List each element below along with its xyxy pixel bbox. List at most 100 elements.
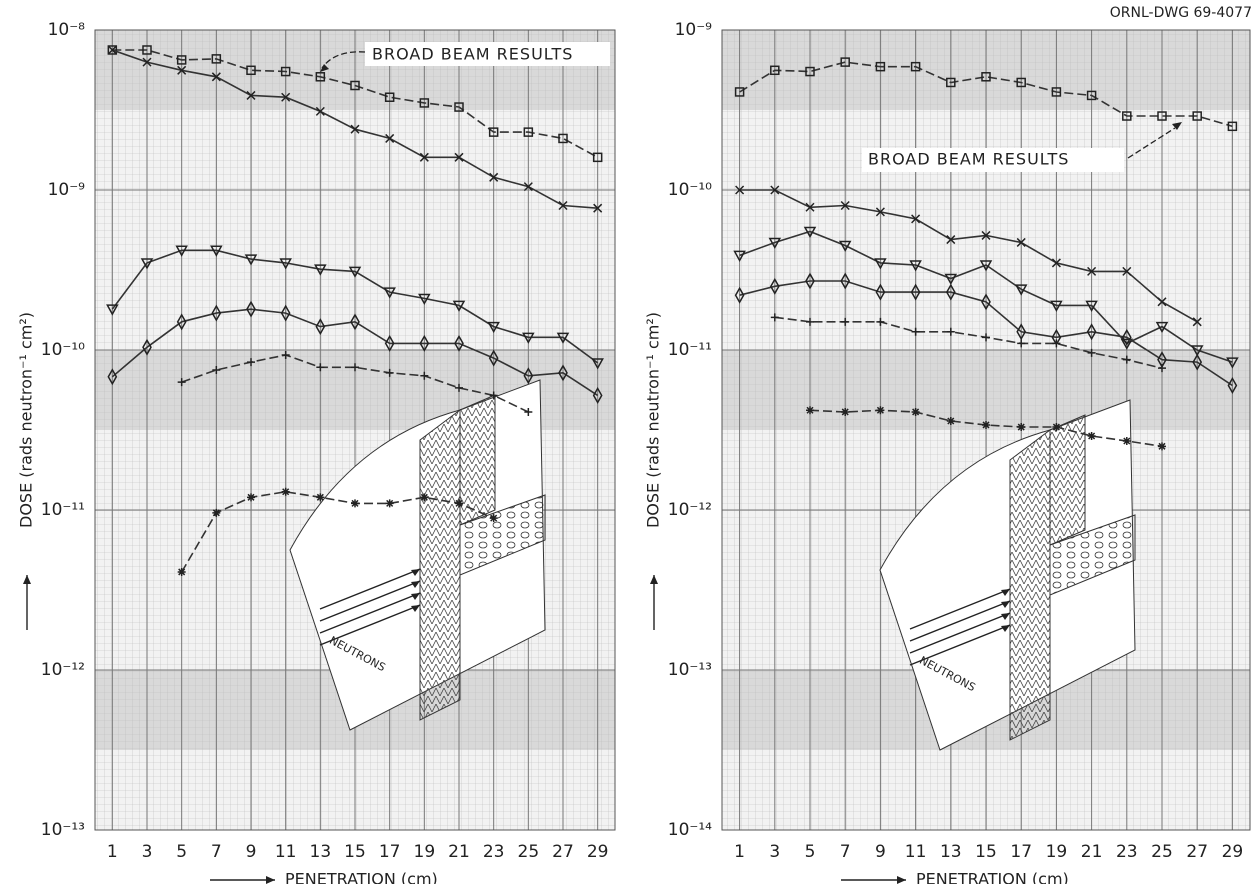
y-axis-label: DOSE (rads neutron⁻¹ cm²) <box>644 312 663 528</box>
x-tick-label: 29 <box>587 842 609 862</box>
marker-diamond <box>246 300 256 318</box>
y-tick-label: 10⁻¹⁰ <box>668 180 712 200</box>
annotation-arrowhead <box>320 64 329 72</box>
marker-plus <box>1052 339 1061 348</box>
marker-plus <box>1017 339 1026 348</box>
marker-plus <box>351 363 359 372</box>
marker-x <box>593 203 603 213</box>
inset-wall <box>1009 429 1051 741</box>
marker-diamond <box>805 272 815 290</box>
marker-x <box>946 235 956 245</box>
marker-asterisk <box>876 406 885 415</box>
marker-square <box>734 87 745 97</box>
series-line <box>181 354 529 413</box>
x-tick-label: 17 <box>379 842 401 862</box>
marker-asterisk <box>1158 442 1166 451</box>
marker-triangle <box>244 254 258 266</box>
x-tick-label: 25 <box>1151 842 1173 862</box>
marker-diamond <box>315 318 326 336</box>
y-tick-label: 10⁻⁹ <box>48 180 86 200</box>
y-tick-label: 10⁻⁹ <box>675 20 713 40</box>
marker-x <box>177 65 187 75</box>
series-line <box>112 49 599 159</box>
inset-wall-back <box>459 394 496 526</box>
marker-diamond <box>488 349 499 367</box>
marker-plus <box>806 317 814 326</box>
marker-diamond <box>523 367 534 385</box>
x-tick-label: 11 <box>275 842 297 862</box>
x-tick-label: 7 <box>211 842 222 862</box>
marker-triangle <box>210 245 223 257</box>
series-line <box>739 230 1233 363</box>
marker-asterisk <box>177 567 186 576</box>
marker-x <box>1087 266 1097 276</box>
marker-plus <box>177 378 186 387</box>
marker-diamond <box>558 364 568 382</box>
annotation-arrow <box>1127 127 1176 159</box>
marker-square <box>419 98 430 108</box>
marker-plus <box>841 317 850 326</box>
inset-arrow <box>319 580 421 622</box>
marker-plus <box>982 333 990 342</box>
marker-x <box>350 124 360 134</box>
marker-triangle <box>522 332 535 344</box>
marker-square <box>1122 111 1132 121</box>
marker-x <box>142 57 152 67</box>
marker-triangle <box>487 321 500 334</box>
marker-x <box>1016 237 1026 247</box>
marker-triangle <box>909 260 922 272</box>
x-axis-label: PENETRATION (cm) <box>285 870 438 884</box>
marker-diamond <box>734 286 745 304</box>
marker-square <box>805 66 815 77</box>
marker-triangle <box>279 258 292 270</box>
marker-diamond <box>769 277 780 295</box>
marker-asterisk <box>1087 432 1096 441</box>
marker-square <box>592 152 603 163</box>
marker-asterisk <box>212 508 221 517</box>
x-tick-label: 13 <box>310 842 332 862</box>
marker-asterisk <box>841 407 850 416</box>
marker-triangle <box>768 237 782 250</box>
marker-triangle <box>348 266 362 278</box>
marker-triangle <box>944 273 958 285</box>
marker-asterisk <box>247 493 255 502</box>
y-tick-label: 10⁻¹¹ <box>668 340 712 360</box>
marker-asterisk <box>806 406 814 415</box>
plot-frame <box>721 29 1251 831</box>
marker-diamond <box>840 272 851 290</box>
inset-arrow <box>319 592 421 634</box>
marker-triangle <box>383 287 396 299</box>
marker-x <box>875 207 885 217</box>
marker-asterisk <box>489 514 498 523</box>
marker-x <box>911 214 921 224</box>
plot-frame <box>94 29 616 831</box>
marker-square <box>1051 87 1062 97</box>
marker-triangle <box>556 332 570 344</box>
marker-plus <box>212 365 221 374</box>
marker-asterisk <box>946 416 955 425</box>
x-tick-label: 19 <box>414 842 436 862</box>
y-tick-label: 10⁻¹² <box>668 500 712 520</box>
x-tick-label: 21 <box>448 842 470 862</box>
marker-x <box>454 152 464 162</box>
series-line <box>739 189 1198 323</box>
marker-plus <box>316 363 325 372</box>
marker-x <box>107 45 117 55</box>
marker-x <box>770 185 780 195</box>
marker-diamond <box>1121 328 1132 346</box>
marker-plus <box>911 327 920 336</box>
inset-arrowhead <box>411 581 420 588</box>
x-tick-label: 29 <box>1222 842 1244 862</box>
x-tick-label: 27 <box>552 842 574 862</box>
marker-triangle <box>314 264 327 276</box>
inset-arrowhead <box>1001 613 1010 620</box>
annotation-arrowhead <box>1172 122 1182 130</box>
marker-diamond <box>1227 376 1238 395</box>
marker-square <box>280 66 291 77</box>
marker-triangle <box>1226 357 1239 369</box>
marker-diamond <box>875 283 886 301</box>
y-tick-label: 10⁻¹³ <box>668 660 712 680</box>
marker-triangle <box>1014 284 1028 296</box>
marker-triangle <box>418 293 431 305</box>
